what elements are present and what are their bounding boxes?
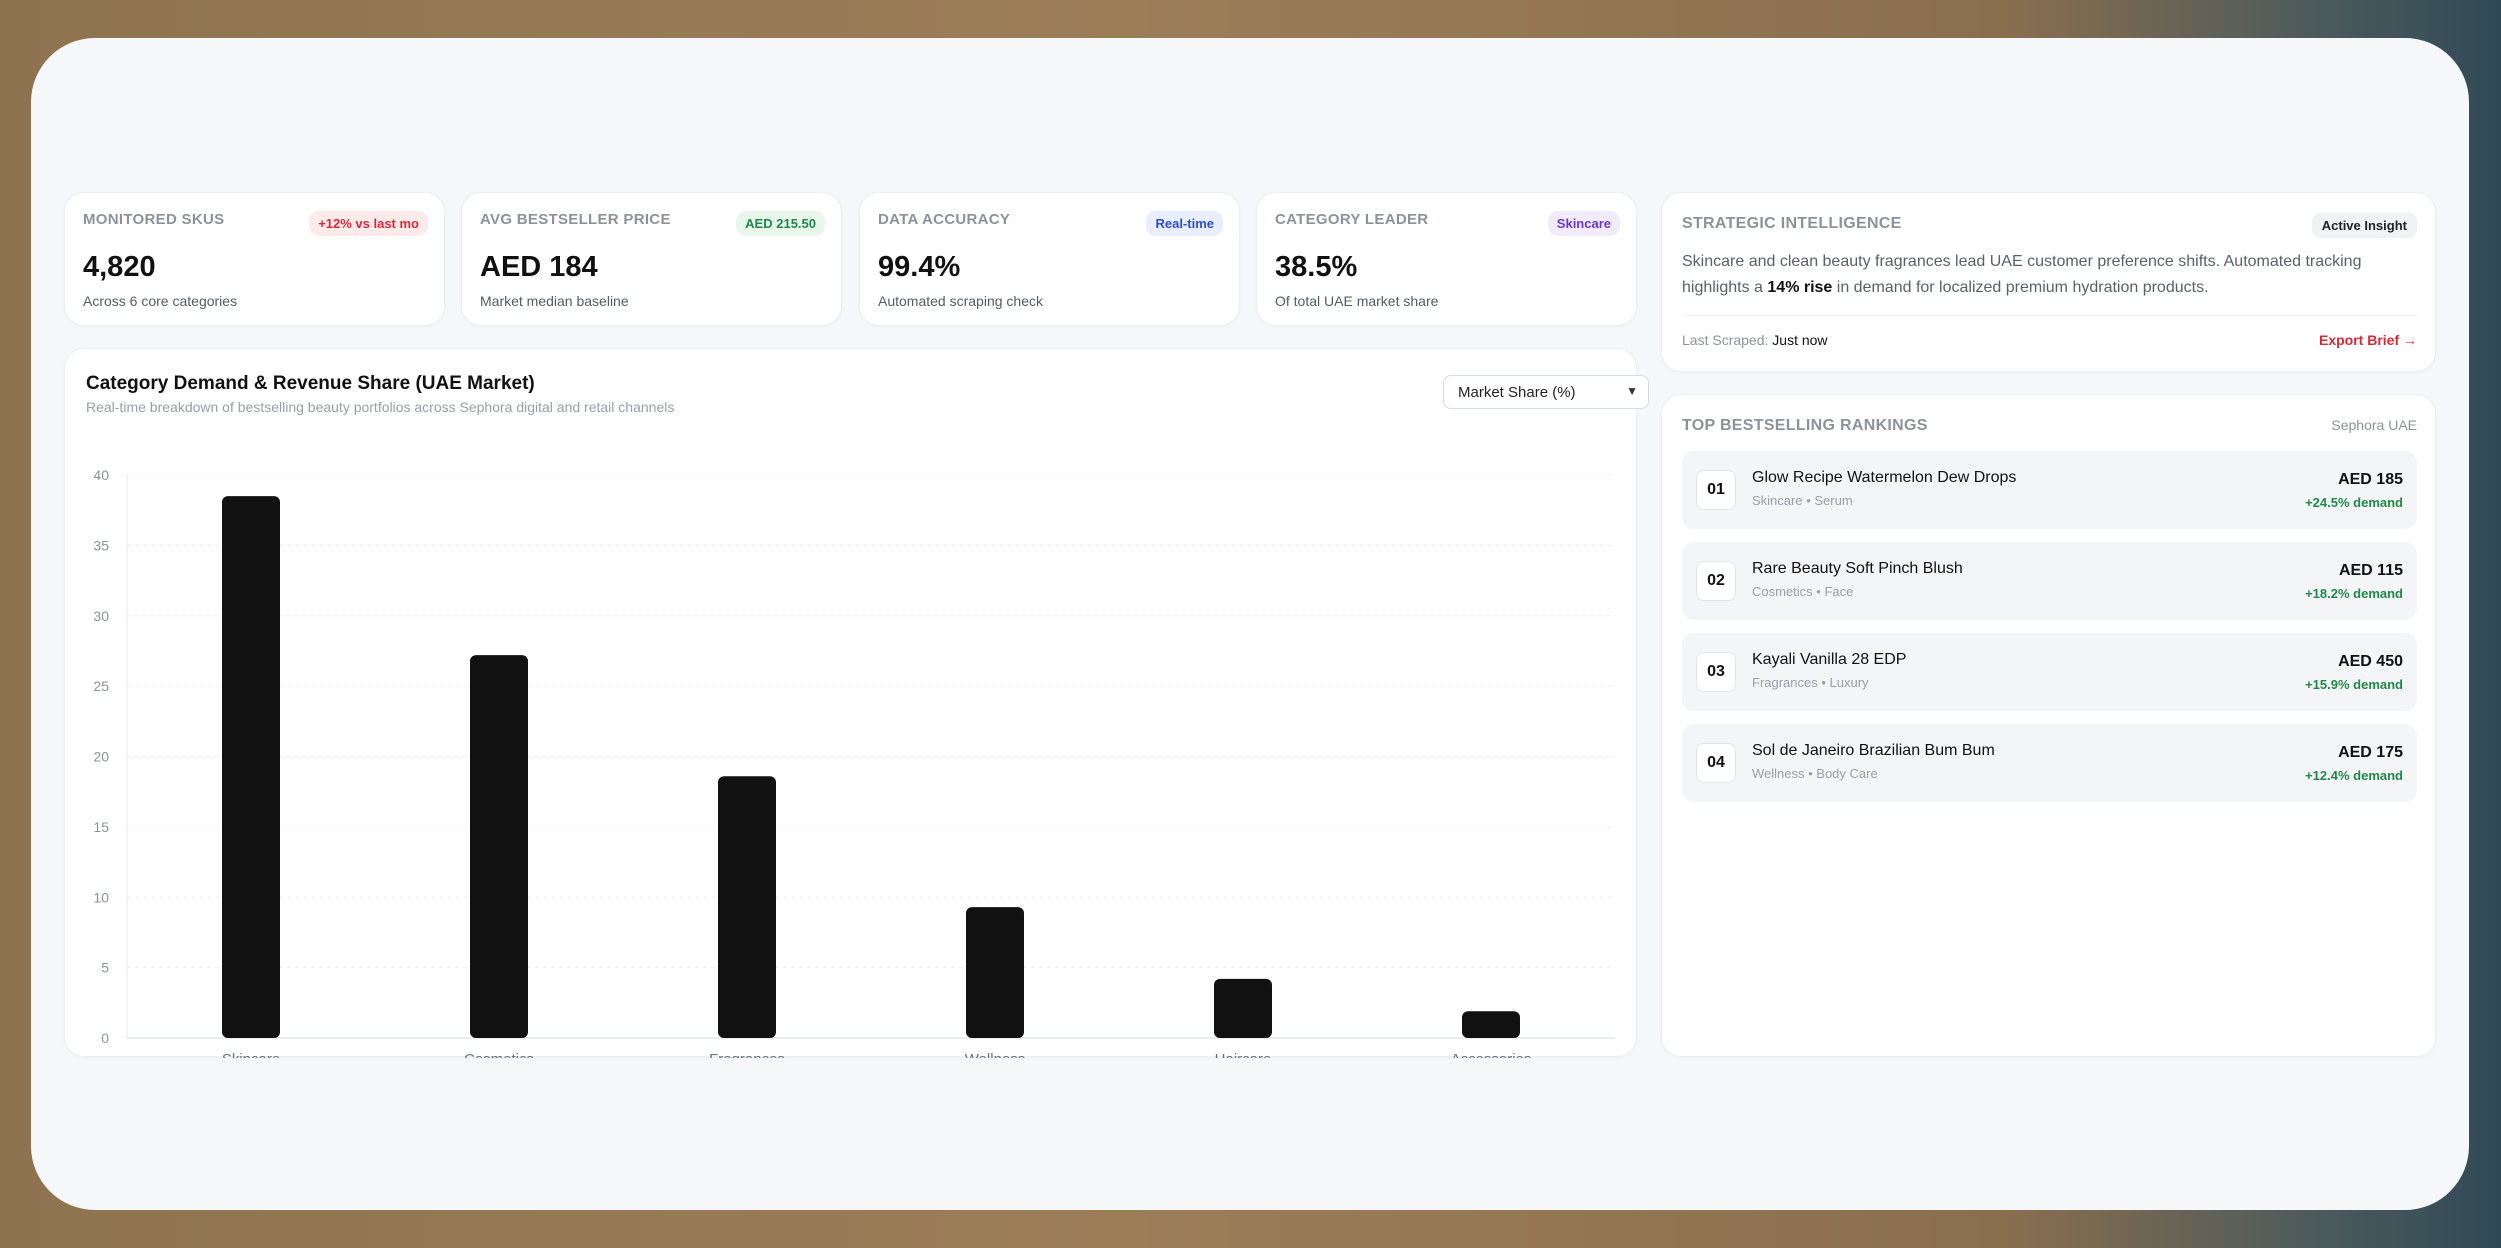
product-price: AED 115 bbox=[2339, 562, 2403, 580]
kpi-badge: Real-time bbox=[1146, 211, 1223, 236]
y-tick-label: 25 bbox=[93, 678, 109, 694]
section-label: STRATEGIC INTELLIGENCE bbox=[1682, 215, 1902, 233]
kpi-subtext: Market median baseline bbox=[480, 293, 629, 309]
y-tick-label: 0 bbox=[101, 1030, 109, 1046]
x-tick-label: Haircare bbox=[1215, 1051, 1272, 1058]
insight-highlight: 14% rise bbox=[1767, 279, 1832, 296]
y-tick-label: 5 bbox=[101, 960, 109, 976]
demand-trend: +18.2% demand bbox=[2305, 586, 2403, 601]
ranking-item[interactable]: 03 Kayali Vanilla 28 EDP Fragrances • Lu… bbox=[1682, 633, 2417, 711]
demand-trend: +12.4% demand bbox=[2305, 768, 2403, 783]
x-tick-label: Skincare bbox=[222, 1051, 280, 1058]
product-category: Fragrances • Luxury bbox=[1752, 675, 1869, 690]
kpi-badge: +12% vs last mo bbox=[309, 211, 428, 236]
product-category: Skincare • Serum bbox=[1752, 493, 1853, 508]
bar-skincare bbox=[222, 496, 280, 1038]
product-price: AED 175 bbox=[2338, 744, 2403, 762]
chart-subtitle: Real-time breakdown of bestselling beaut… bbox=[86, 399, 674, 415]
x-tick-label: Wellness bbox=[965, 1051, 1026, 1058]
bar-cosmetics bbox=[470, 655, 528, 1038]
kpi-value: 4,820 bbox=[83, 251, 156, 284]
product-name: Rare Beauty Soft Pinch Blush bbox=[1752, 560, 1963, 578]
product-name: Sol de Janeiro Brazilian Bum Bum bbox=[1752, 742, 1995, 760]
bar-chart: 0 5 10 15 20 25 30 35 40 Skincare Cosmetics Fragran… bbox=[65, 349, 1638, 1058]
rankings-card: TOP BESTSELLING RANKINGS Sephora UAE 01 … bbox=[1661, 394, 2436, 1057]
kpi-subtext: Across 6 core categories bbox=[83, 293, 237, 309]
product-category: Wellness • Body Care bbox=[1752, 766, 1878, 781]
dashboard-frame: MONITORED SKUS +12% vs last mo 4,820 Acr… bbox=[31, 38, 2469, 1210]
chevron-down-icon: ▼ bbox=[1626, 384, 1638, 398]
x-tick-label: Cosmetics bbox=[464, 1051, 534, 1058]
last-scraped-value: Just now bbox=[1772, 332, 1827, 348]
y-tick-label: 15 bbox=[93, 819, 109, 835]
ranking-item[interactable]: 01 Glow Recipe Watermelon Dew Drops Skin… bbox=[1682, 451, 2417, 529]
rank-number: 04 bbox=[1696, 743, 1736, 783]
chart-title: Category Demand & Revenue Share (UAE Mar… bbox=[86, 373, 535, 395]
rank-number: 01 bbox=[1696, 470, 1736, 510]
y-tick-label: 10 bbox=[93, 889, 109, 905]
y-tick-label: 40 bbox=[93, 467, 109, 483]
product-category: Cosmetics • Face bbox=[1752, 584, 1853, 599]
kpi-subtext: Automated scraping check bbox=[878, 293, 1043, 309]
rankings-source: Sephora UAE bbox=[2331, 417, 2417, 433]
metric-select-value: Market Share (%) bbox=[1458, 384, 1576, 401]
ranking-item[interactable]: 02 Rare Beauty Soft Pinch Blush Cosmetic… bbox=[1682, 542, 2417, 620]
kpi-card-category-leader: CATEGORY LEADER Skincare 38.5% Of total … bbox=[1256, 192, 1637, 326]
x-tick-label: Fragrances bbox=[709, 1051, 785, 1058]
kpi-value: 38.5% bbox=[1275, 251, 1357, 284]
last-scraped: Last Scraped: Just now bbox=[1682, 332, 1828, 348]
rank-number: 02 bbox=[1696, 561, 1736, 601]
bar-fragrances bbox=[718, 776, 776, 1038]
bar-haircare bbox=[1214, 979, 1272, 1038]
kpi-value: AED 184 bbox=[480, 251, 598, 284]
bar-wellness bbox=[966, 907, 1024, 1038]
metric-select[interactable]: Market Share (%) ▼ bbox=[1443, 375, 1649, 409]
insight-text: Skincare and clean beauty fragrances lea… bbox=[1682, 249, 2422, 301]
rank-number: 03 bbox=[1696, 652, 1736, 692]
bar-accessories bbox=[1462, 1011, 1520, 1038]
chart-panel: 0 5 10 15 20 25 30 35 40 Skincare Cosmetics Fragran… bbox=[64, 348, 1637, 1057]
export-brief-link[interactable]: Export Brief → bbox=[2319, 332, 2417, 348]
product-name: Kayali Vanilla 28 EDP bbox=[1752, 651, 1906, 669]
divider bbox=[1682, 315, 2417, 316]
kpi-card-avg-price: AVG BESTSELLER PRICE AED 215.50 AED 184 … bbox=[461, 192, 842, 326]
kpi-subtext: Of total UAE market share bbox=[1275, 293, 1438, 309]
product-price: AED 185 bbox=[2338, 471, 2403, 489]
demand-trend: +24.5% demand bbox=[2305, 495, 2403, 510]
y-tick-label: 30 bbox=[93, 608, 109, 624]
y-tick-label: 20 bbox=[93, 749, 109, 765]
y-tick-label: 35 bbox=[93, 537, 109, 553]
active-insight-pill: Active Insight bbox=[2312, 213, 2417, 238]
kpi-card-monitored-skus: MONITORED SKUS +12% vs last mo 4,820 Acr… bbox=[64, 192, 445, 326]
product-name: Glow Recipe Watermelon Dew Drops bbox=[1752, 469, 2016, 487]
ranking-item[interactable]: 04 Sol de Janeiro Brazilian Bum Bum Well… bbox=[1682, 724, 2417, 802]
kpi-badge: Skincare bbox=[1548, 211, 1620, 236]
x-tick-label: Accessories bbox=[1451, 1051, 1532, 1058]
kpi-card-data-accuracy: DATA ACCURACY Real-time 99.4% Automated … bbox=[859, 192, 1240, 326]
kpi-value: 99.4% bbox=[878, 251, 960, 284]
strategic-intelligence-card: STRATEGIC INTELLIGENCE Active Insight Sk… bbox=[1661, 192, 2436, 372]
demand-trend: +15.9% demand bbox=[2305, 677, 2403, 692]
product-price: AED 450 bbox=[2338, 653, 2403, 671]
section-label: TOP BESTSELLING RANKINGS bbox=[1682, 417, 1928, 435]
kpi-badge: AED 215.50 bbox=[736, 211, 825, 236]
